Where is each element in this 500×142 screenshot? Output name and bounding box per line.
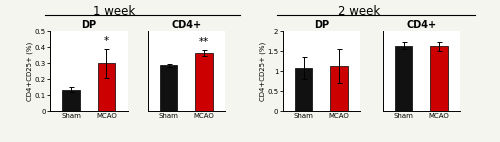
Bar — [330, 66, 347, 111]
Title: DP: DP — [81, 20, 96, 31]
Bar — [62, 90, 80, 111]
Title: CD4+: CD4+ — [171, 20, 202, 31]
Bar — [395, 46, 412, 111]
Title: CD4+: CD4+ — [406, 20, 436, 31]
Text: *: * — [104, 36, 109, 46]
Text: 1 week: 1 week — [93, 5, 135, 18]
Bar — [195, 53, 212, 111]
Bar — [430, 46, 448, 111]
Title: DP: DP — [314, 20, 329, 31]
Y-axis label: CD4+CD25+ (%): CD4+CD25+ (%) — [260, 42, 266, 101]
Y-axis label: CD4+CD25+ (%): CD4+CD25+ (%) — [26, 42, 33, 101]
Bar — [295, 68, 312, 111]
Text: **: ** — [198, 37, 209, 47]
Bar — [98, 63, 115, 111]
Text: 2 week: 2 week — [338, 5, 380, 18]
Bar — [160, 65, 178, 111]
